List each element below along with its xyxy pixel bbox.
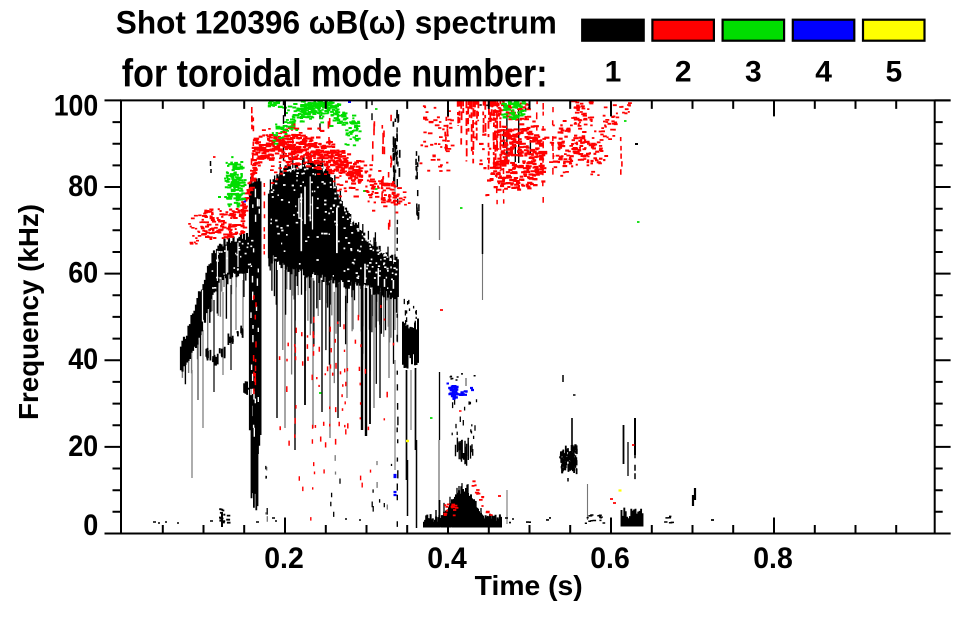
svg-text:0.8: 0.8 bbox=[753, 542, 793, 575]
svg-text:4: 4 bbox=[815, 56, 832, 89]
svg-text:Shot 120396 ωB(ω) spectrum: Shot 120396 ωB(ω) spectrum bbox=[116, 5, 557, 41]
svg-text:100: 100 bbox=[54, 90, 99, 123]
svg-text:3: 3 bbox=[745, 56, 762, 89]
svg-text:1: 1 bbox=[605, 56, 622, 89]
svg-text:Frequency (kHz): Frequency (kHz) bbox=[13, 204, 44, 420]
svg-text:Time (s): Time (s) bbox=[475, 570, 583, 601]
svg-text:5: 5 bbox=[885, 56, 902, 89]
svg-text:0: 0 bbox=[83, 509, 98, 542]
svg-text:40: 40 bbox=[68, 343, 98, 376]
svg-text:for toroidal mode number:: for toroidal mode number: bbox=[122, 52, 548, 96]
svg-text:80: 80 bbox=[68, 170, 98, 203]
svg-text:20: 20 bbox=[68, 430, 98, 463]
svg-text:0.4: 0.4 bbox=[427, 542, 467, 575]
svg-text:0.6: 0.6 bbox=[590, 542, 630, 575]
svg-text:60: 60 bbox=[68, 257, 98, 290]
svg-text:0.2: 0.2 bbox=[264, 542, 304, 575]
svg-text:2: 2 bbox=[675, 56, 692, 89]
